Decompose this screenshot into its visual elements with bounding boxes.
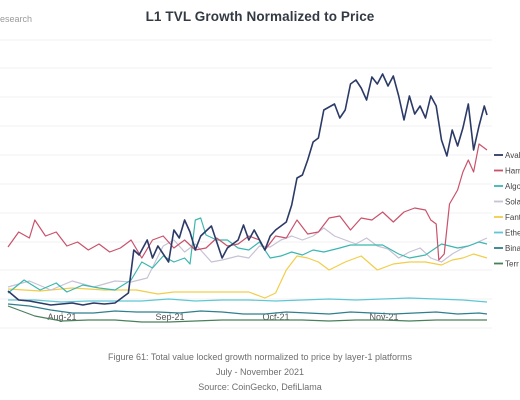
chart-canvas: Aug-21 Sep-21 Oct-21 Nov-21 Avala Harr Algo So… — [0, 39, 520, 329]
series-line-bina — [7, 303, 488, 315]
x-tick-label-2: Oct-21 — [262, 312, 289, 322]
legend-label-6: Bina — [505, 244, 520, 253]
source-caption: Source: CoinGecko, DefiLlama — [198, 382, 322, 392]
x-tick-label-0: Aug-21 — [47, 312, 76, 322]
legend-label-1: Harr — [505, 167, 520, 176]
legend-label-0: Avala — [505, 151, 520, 160]
legend-label-3: Sola — [505, 198, 520, 207]
series-line-avala — [7, 73, 488, 306]
series-line-algo — [7, 217, 488, 294]
figure-caption: Figure 61: Total value locked growth nor… — [108, 352, 412, 362]
legend-label-4: Fant — [505, 213, 520, 222]
legend-label-2: Algo — [505, 182, 520, 191]
date-range-caption: July - November 2021 — [215, 367, 305, 377]
grid-lines — [0, 39, 492, 329]
x-tick-label-3: Nov-21 — [369, 312, 398, 322]
series-lines — [7, 73, 488, 323]
chart-title: L1 TVL Growth Normalized to Price — [145, 9, 375, 24]
series-line-harr — [7, 143, 488, 261]
legend-label-5: Ethe — [505, 229, 520, 238]
series-line-fant — [7, 253, 488, 299]
brand-text: esearch — [0, 14, 33, 24]
legend: Avala Harr Algo Sola Fant Ethe Bina Terr — [494, 151, 520, 269]
series-line-terr — [7, 305, 487, 323]
series-line-ethe — [8, 297, 488, 303]
x-tick-label-1: Sep-21 — [155, 312, 184, 322]
legend-label-7: Terr — [505, 260, 519, 269]
